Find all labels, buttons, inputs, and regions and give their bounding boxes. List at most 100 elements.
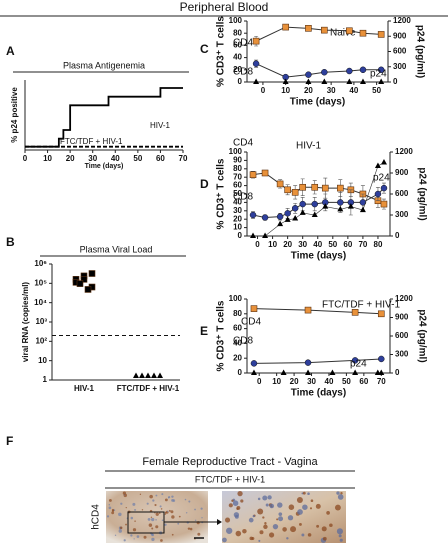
y2-tick-label: 0 xyxy=(395,231,400,240)
marker xyxy=(284,186,291,194)
stain-dot xyxy=(249,536,254,541)
stain-dot xyxy=(224,517,231,523)
y-tick-label: 100 xyxy=(229,147,243,156)
y2-tick-label: 300 xyxy=(393,62,407,71)
stain-dot xyxy=(299,523,302,526)
stain-dot xyxy=(242,528,247,534)
stain-dot xyxy=(159,505,162,508)
marker xyxy=(252,37,260,45)
y2-tick-label: 600 xyxy=(393,47,407,56)
y-tick-label: 90 xyxy=(233,156,242,165)
y2-tick-label: 1200 xyxy=(395,147,413,156)
stain-dot xyxy=(141,509,144,511)
stain-dot xyxy=(152,499,155,502)
y-tick-label: 40 xyxy=(233,53,242,62)
marker xyxy=(252,60,260,67)
x-tick-label: 50 xyxy=(372,86,381,95)
stain-dot xyxy=(232,500,239,506)
stain-dot xyxy=(236,505,241,510)
stain-dot xyxy=(123,539,126,542)
stain-dot xyxy=(143,535,147,539)
stain-dot xyxy=(263,524,268,530)
marker xyxy=(261,214,269,221)
marker xyxy=(292,215,299,221)
stain-dot xyxy=(288,504,295,510)
marker xyxy=(378,369,385,375)
marker xyxy=(337,184,344,192)
marker xyxy=(151,372,157,378)
stain-dot xyxy=(155,519,157,521)
stain-dot xyxy=(262,516,265,519)
x-tick-label: 50 xyxy=(328,240,337,249)
y-axis-label: viral RNA (copies/ml) xyxy=(21,282,30,363)
micrograph xyxy=(222,491,346,543)
panel-label: B xyxy=(6,235,15,249)
y-tick-label: 10 xyxy=(233,223,242,232)
marker xyxy=(380,184,388,192)
stain-dot xyxy=(297,509,303,515)
stain-dot xyxy=(287,515,294,521)
stain-dot xyxy=(329,523,333,528)
y-tick-label: 20 xyxy=(233,214,242,223)
series-label: CD8 xyxy=(233,336,253,347)
marker xyxy=(277,220,284,227)
stain-dot xyxy=(286,537,289,540)
marker xyxy=(329,369,336,375)
marker xyxy=(311,200,318,208)
marker xyxy=(378,355,385,363)
series-line xyxy=(25,87,183,148)
series-label: HIV-1 xyxy=(150,121,171,130)
marker xyxy=(88,270,96,277)
stain-dot xyxy=(111,511,115,515)
marker xyxy=(377,31,385,38)
y-tick-label: 70 xyxy=(233,172,242,181)
stain-dot xyxy=(233,512,240,518)
stain-dot xyxy=(164,523,167,526)
y-tick-label: 10² xyxy=(35,336,47,345)
figure-title: Peripheral Blood xyxy=(180,0,269,14)
arrow-head xyxy=(217,519,222,525)
marker xyxy=(321,26,328,34)
x-tick-label: 30 xyxy=(307,377,316,386)
stain-dot xyxy=(222,537,227,543)
marker xyxy=(284,216,291,222)
y2-tick-label: 600 xyxy=(395,331,409,340)
x-tick-label: 60 xyxy=(156,154,165,163)
stain-dot xyxy=(336,528,343,535)
y-tick-label: 100 xyxy=(229,16,243,25)
y-tick-label: 40 xyxy=(233,198,242,207)
y-tick-label: 60 xyxy=(233,181,242,190)
stain-dot xyxy=(139,493,142,495)
stain-dot xyxy=(118,512,122,517)
stain-dot xyxy=(257,497,261,501)
stain-dot xyxy=(302,504,308,510)
marker xyxy=(276,213,284,220)
marker xyxy=(145,372,151,378)
marker xyxy=(359,78,366,84)
stain-dot xyxy=(262,495,268,501)
marker xyxy=(305,78,312,84)
y-tick-label: 10³ xyxy=(35,317,47,326)
stain-dot xyxy=(151,517,155,522)
marker xyxy=(359,206,366,213)
marker xyxy=(378,78,385,84)
y2-axis-label: p24 (pg/ml) xyxy=(416,167,427,220)
x-tick-label: 50 xyxy=(133,154,142,163)
stain-dot xyxy=(177,522,180,525)
series-label: CD8 xyxy=(233,192,253,203)
x-tick-label: 20 xyxy=(66,154,75,163)
marker xyxy=(250,232,257,238)
marker xyxy=(374,162,381,168)
stain-dot xyxy=(248,517,254,523)
marker xyxy=(377,66,385,74)
chart-title: Plasma Viral Load xyxy=(80,244,153,254)
marker xyxy=(284,210,291,217)
marker xyxy=(249,171,257,178)
stain-dot xyxy=(337,494,344,500)
x-tick-label: 0 xyxy=(255,240,260,249)
marker xyxy=(347,203,354,209)
chart-title: Plasma Antigenemia xyxy=(63,60,145,70)
stain-dot xyxy=(171,515,175,519)
marker xyxy=(305,71,312,78)
